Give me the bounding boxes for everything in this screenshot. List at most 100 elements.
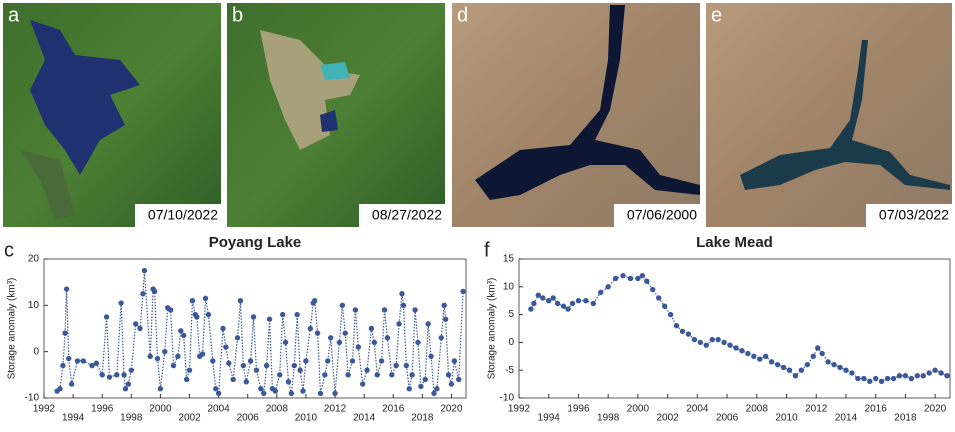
data-point <box>141 267 148 274</box>
data-point <box>406 386 412 392</box>
data-point <box>157 386 164 392</box>
data-point <box>831 361 837 368</box>
x-tick-label: 2006 <box>237 413 260 424</box>
data-point <box>243 379 249 385</box>
data-point <box>240 362 247 369</box>
data-point <box>843 367 849 373</box>
data-point <box>751 353 757 359</box>
data-point <box>733 345 739 351</box>
data-point <box>938 370 944 376</box>
x-tick-label: 2010 <box>295 413 318 424</box>
data-point <box>560 303 567 309</box>
x-tick-label: 1998 <box>597 413 620 424</box>
x-tick-label: 1994 <box>62 413 85 424</box>
data-point <box>399 291 405 297</box>
y-tick-label: 15 <box>503 254 515 265</box>
data-point <box>378 358 385 364</box>
x-tick-label: 2000 <box>149 404 172 415</box>
data-point <box>210 358 216 364</box>
data-point <box>540 295 546 301</box>
data-point <box>128 367 135 373</box>
x-tick-label: 2002 <box>178 413 201 424</box>
data-point <box>867 378 873 385</box>
data-point <box>685 331 692 337</box>
data-point <box>861 375 867 382</box>
panel-letter: a <box>8 4 20 26</box>
x-tick-label: 2020 <box>440 404 463 415</box>
data-point <box>792 373 799 379</box>
data-point <box>837 364 843 371</box>
data-point <box>327 335 334 341</box>
data-point <box>180 332 187 339</box>
data-point <box>554 300 561 307</box>
data-point <box>60 362 66 369</box>
data-point <box>855 375 861 382</box>
data-point <box>531 300 537 307</box>
x-tick-label: 1992 <box>508 404 531 415</box>
data-point <box>441 302 447 309</box>
x-tick-label: 1998 <box>120 413 143 424</box>
data-point <box>691 336 698 343</box>
data-point <box>125 381 132 387</box>
data-point <box>355 344 362 350</box>
data-point <box>237 298 244 304</box>
data-point <box>106 374 113 380</box>
data-point <box>721 339 727 346</box>
y-tick-label: 10 <box>28 300 40 311</box>
x-tick-label: 1996 <box>567 404 590 415</box>
date-label: 07/03/2022 <box>879 207 949 223</box>
data-point <box>162 348 168 355</box>
data-point <box>307 325 313 332</box>
y-tick-label: 0 <box>33 346 39 357</box>
data-point <box>535 292 542 298</box>
data-point <box>364 367 370 373</box>
data-point <box>345 372 351 378</box>
data-point <box>230 376 236 383</box>
data-point <box>902 373 909 379</box>
x-tick-label: 2020 <box>924 404 947 415</box>
data-point <box>118 300 124 306</box>
y-tick-label: -10 <box>25 393 40 404</box>
panel-letter: f <box>484 239 490 261</box>
data-point <box>137 325 143 332</box>
plot-frame <box>43 258 467 399</box>
data-point <box>132 321 139 327</box>
data-point <box>282 339 289 346</box>
data-point <box>575 298 582 304</box>
date-label: 07/10/2022 <box>148 207 218 223</box>
data-point <box>890 375 897 382</box>
data-point <box>175 353 181 359</box>
data-point <box>409 372 415 378</box>
data-point <box>804 361 811 368</box>
data-point <box>620 272 626 279</box>
data-point <box>147 353 153 359</box>
data-point <box>673 323 680 329</box>
data-point <box>266 316 273 322</box>
data-point <box>745 350 751 357</box>
data-point <box>297 367 303 373</box>
data-point <box>635 275 641 282</box>
data-point <box>763 353 769 359</box>
data-point <box>460 288 466 295</box>
data-point <box>650 286 656 293</box>
x-tick-label: 2006 <box>716 413 739 424</box>
data-point <box>285 379 292 385</box>
x-tick-label: 2000 <box>627 404 650 415</box>
data-point <box>68 381 75 387</box>
data-point <box>114 372 120 378</box>
data-point <box>884 375 891 382</box>
data-point <box>381 307 388 313</box>
x-tick-label: 2012 <box>324 404 347 415</box>
data-point <box>798 367 805 373</box>
y-tick-label: 10 <box>503 281 515 292</box>
data-point <box>715 336 721 343</box>
data-point <box>434 386 440 392</box>
satellite-image <box>3 3 221 227</box>
data-point <box>154 355 161 362</box>
data-point <box>569 300 576 307</box>
data-point <box>819 350 825 357</box>
data-point <box>546 298 552 304</box>
data-point <box>220 325 226 332</box>
data-point <box>780 364 787 371</box>
satellite-image <box>706 3 952 227</box>
